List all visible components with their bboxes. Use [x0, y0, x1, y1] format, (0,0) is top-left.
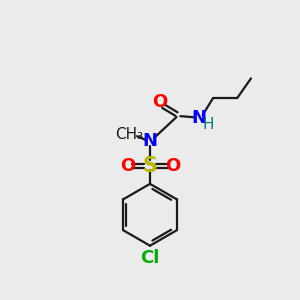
Text: Cl: Cl — [140, 249, 160, 267]
Text: H: H — [203, 117, 214, 132]
Text: O: O — [152, 93, 167, 111]
Text: N: N — [142, 133, 158, 151]
Text: S: S — [142, 156, 158, 176]
Text: N: N — [192, 109, 207, 127]
Text: O: O — [165, 157, 180, 175]
Text: CH₃: CH₃ — [115, 128, 143, 142]
Text: O: O — [120, 157, 135, 175]
